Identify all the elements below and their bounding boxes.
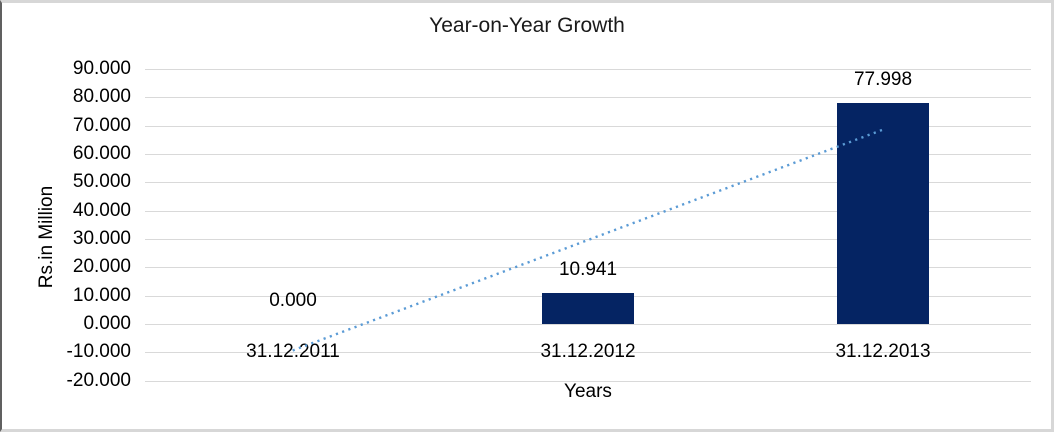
y-tick-label: 30.000	[72, 228, 131, 249]
y-axis-title: Rs.in Million	[36, 185, 57, 289]
y-tick-label: 70.000	[72, 115, 131, 136]
y-tick-label: -10.000	[66, 341, 131, 362]
y-tick-label: -20.000	[66, 370, 131, 391]
gridline	[145, 352, 1031, 353]
x-axis-title: Years	[564, 381, 612, 402]
x-category-label: 31.12.2013	[835, 341, 931, 362]
bar-value-label: 0.000	[269, 290, 317, 311]
bar-value-label: 77.998	[853, 69, 913, 90]
y-tick-label: 50.000	[72, 171, 131, 192]
chart-title: Year-on-Year Growth	[429, 14, 625, 37]
bar-31.12.2012	[542, 293, 634, 324]
y-tick-label: 20.000	[72, 256, 131, 277]
y-tick-label: 40.000	[72, 200, 131, 221]
gridline	[145, 126, 1031, 127]
y-tick-label: 80.000	[72, 86, 131, 107]
x-category-label: 31.12.2011	[246, 341, 340, 362]
bar-31.12.2013	[837, 103, 929, 324]
gridline	[145, 324, 1031, 325]
bar-value-label: 10.941	[558, 259, 618, 280]
y-tick-label: 0.000	[83, 313, 131, 334]
gridline	[145, 97, 1031, 98]
y-tick-label: 10.000	[72, 285, 131, 306]
y-tick-label: 90.000	[72, 58, 131, 79]
y-tick-label: 60.000	[72, 143, 131, 164]
x-category-label: 31.12.2012	[540, 341, 636, 362]
gridline	[145, 69, 1031, 70]
gridline	[145, 381, 1031, 382]
